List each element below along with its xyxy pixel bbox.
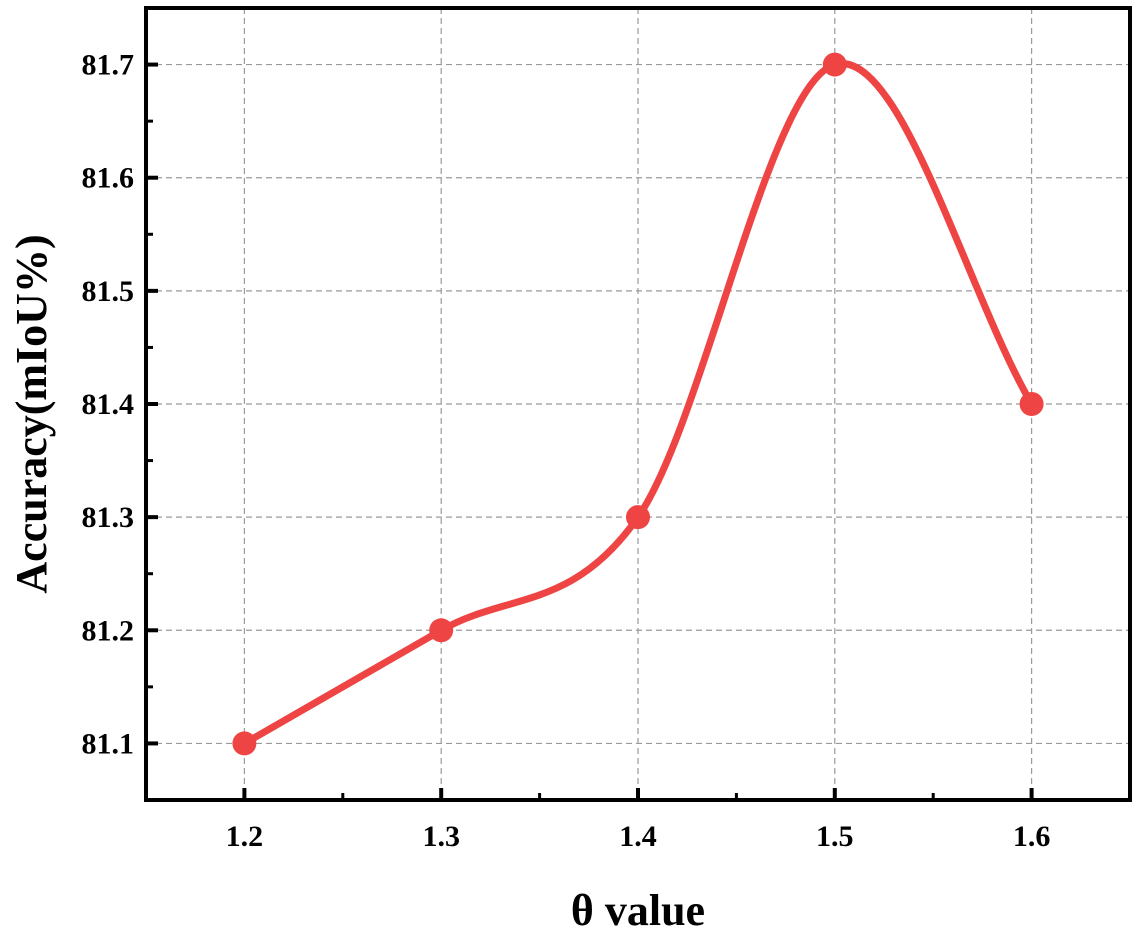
y-axis-title: Accuracy(mIoU%)	[7, 234, 56, 593]
y-tick-label: 81.1	[82, 727, 135, 760]
x-tick-label: 1.3	[422, 820, 460, 853]
y-tick-label: 81.6	[82, 162, 135, 195]
x-tick-label: 1.6	[1013, 820, 1051, 853]
y-tick-label: 81.3	[82, 501, 135, 534]
data-point	[822, 52, 847, 77]
data-point	[429, 618, 454, 643]
y-tick-label: 81.7	[82, 49, 135, 82]
series-line	[240, 60, 1036, 747]
y-tick-label: 81.4	[82, 388, 135, 421]
data-point	[626, 505, 650, 530]
data-point	[1019, 392, 1044, 416]
x-tick-label: 1.4	[619, 820, 657, 853]
series-layer	[232, 52, 1044, 756]
y-tick-label: 81.2	[82, 614, 135, 647]
x-tick-labels: 1.2 1.3 1.4 1.5 1.6	[226, 820, 1051, 853]
data-point	[232, 731, 257, 756]
y-tick-label: 81.5	[82, 275, 135, 308]
x-tick-label: 1.5	[816, 820, 854, 853]
grid-lines	[146, 8, 1130, 800]
x-tick-label: 1.2	[226, 820, 264, 853]
plot-frame	[144, 6, 1132, 802]
y-tick-labels: 81.1 81.2 81.3 81.4 81.5 81.6 81.7	[82, 49, 135, 761]
x-axis-title: θ value	[571, 886, 705, 933]
